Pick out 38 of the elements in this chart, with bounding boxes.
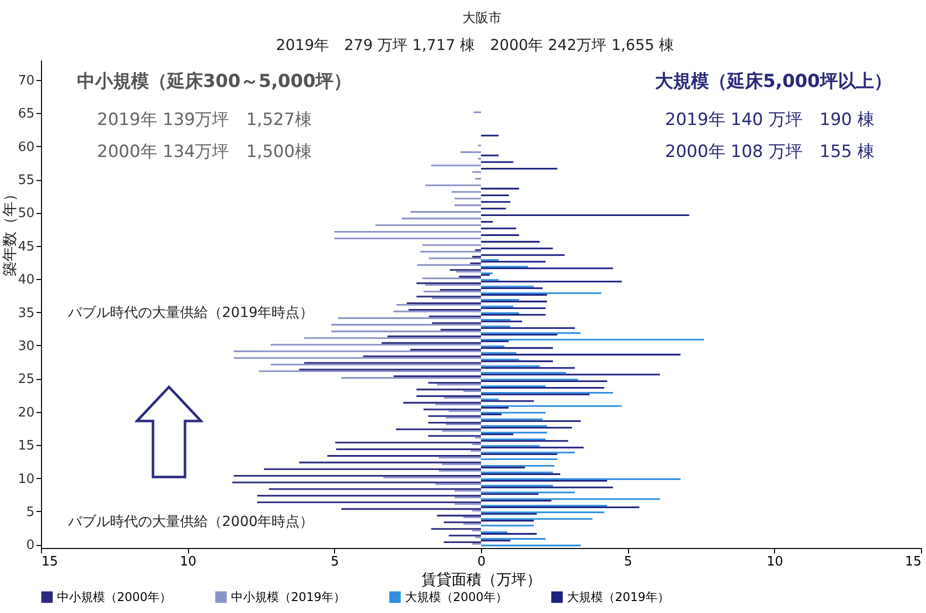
x-tick-label: 10 xyxy=(766,554,784,570)
y-tick-label: 70 xyxy=(18,73,34,88)
x-tick-label: 5 xyxy=(330,554,339,570)
annotation: バブル時代の大量供給（2000年時点） xyxy=(67,514,314,530)
x-tick-label: 5 xyxy=(624,554,632,570)
text: 2019年 279 万坪 1,717 棟 2000年 242万坪 1,655 棟 xyxy=(276,36,674,54)
x-axis-title: 賃貸面積（万坪） xyxy=(422,570,542,588)
y-tick-label: 25 xyxy=(18,372,34,388)
annotation: 2019年 139万坪 1,527棟 xyxy=(97,110,312,130)
legend-label: 中小規模（2000年） xyxy=(57,590,172,604)
y-tick-label: 60 xyxy=(18,140,34,155)
x-tick-label: 0 xyxy=(477,554,486,570)
x-tick-label: 15 xyxy=(42,554,58,570)
legend-label: 大規模（2000年） xyxy=(405,590,508,604)
y-tick-label: 65 xyxy=(18,106,34,122)
y-tick-label: 35 xyxy=(18,306,34,321)
y-tick-label: 40 xyxy=(18,272,34,288)
y-tick-label: 45 xyxy=(18,239,34,254)
y-tick-label: 30 xyxy=(18,338,34,354)
y-tick-label: 0 xyxy=(26,538,34,554)
y-tick-label: 5 xyxy=(26,504,34,520)
annotation: 中小規模（延床300～5,000坪） xyxy=(77,71,352,92)
annotation: 大規模（延床5,000坪以上） xyxy=(654,71,892,92)
x-tick-label: 15 xyxy=(904,554,922,570)
text: 大阪市 xyxy=(462,11,502,26)
y-tick-label: 10 xyxy=(18,472,34,487)
y-tick-label: 20 xyxy=(18,405,34,420)
annotation: 2000年 108 万坪 155 棟 xyxy=(665,142,874,162)
annotation: バブル時代の大量供給（2019年時点） xyxy=(67,305,314,321)
legend-label: 大規模（2019年） xyxy=(567,590,670,604)
legend-label: 中小規模（2019年） xyxy=(231,590,346,604)
y-tick-label: 50 xyxy=(18,206,34,222)
y-axis-title: 築年数（年） xyxy=(0,186,18,276)
x-tick-label: 10 xyxy=(180,554,196,570)
annotation: 2000年 134万坪 1,500棟 xyxy=(97,142,312,162)
annotation: 2019年 140 万坪 190 棟 xyxy=(665,110,874,130)
y-tick-label: 15 xyxy=(18,438,34,454)
y-tick-label: 55 xyxy=(18,173,34,188)
